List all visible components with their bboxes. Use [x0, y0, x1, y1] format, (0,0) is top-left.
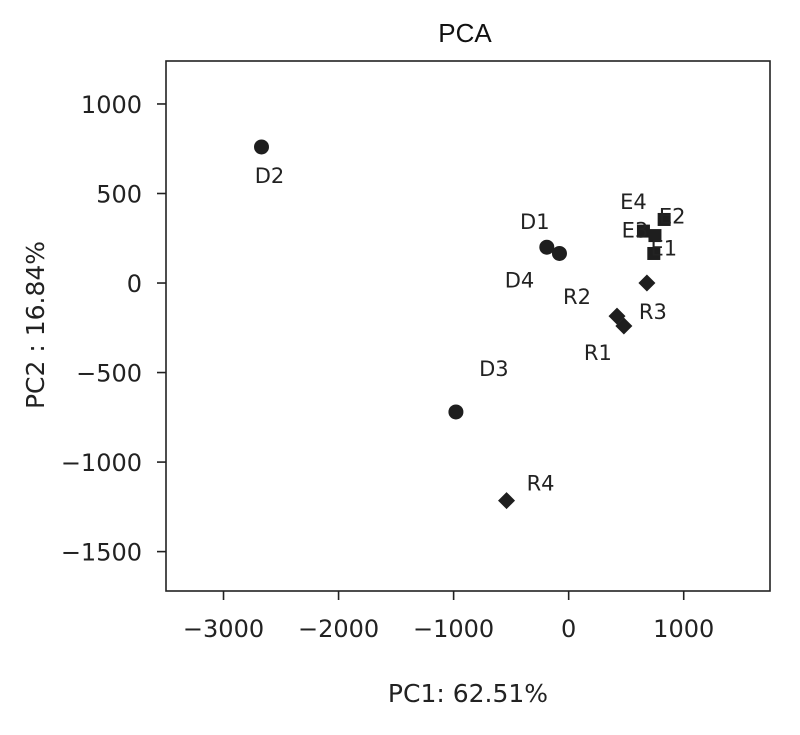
x-axis: −3000 −2000 −1000 0 1000	[183, 591, 714, 643]
label-e4: E4	[620, 190, 647, 214]
label-d4: D4	[505, 268, 535, 292]
point-e1	[647, 246, 661, 260]
y-axis-label: PC2 : 16.84%	[21, 241, 50, 409]
point-d4	[551, 245, 567, 261]
y-tick-label: −1000	[61, 449, 142, 477]
x-tick-label: 0	[561, 615, 576, 643]
point-e2	[657, 212, 671, 226]
label-r3: R3	[639, 300, 667, 324]
y-tick-label: 0	[127, 270, 142, 298]
point-e4	[636, 224, 650, 238]
label-r1: R1	[584, 341, 612, 365]
label-d3: D3	[479, 357, 509, 381]
y-tick-label: 500	[96, 181, 142, 209]
point-e3	[648, 229, 662, 243]
x-tick-label: −3000	[183, 615, 264, 643]
x-axis-label: PC1: 62.51%	[388, 679, 548, 708]
label-d2: D2	[255, 164, 285, 188]
point-d3	[448, 404, 464, 420]
chart-title: PCA	[438, 18, 492, 48]
label-d1: D1	[520, 210, 550, 234]
point-d1	[539, 239, 555, 255]
y-axis: 1000 500 0 −500 −1000 −1500	[61, 91, 166, 567]
label-r2: R2	[563, 285, 591, 309]
x-tick-label: −1000	[413, 615, 494, 643]
y-tick-label: −500	[76, 360, 142, 388]
x-tick-label: −2000	[298, 615, 379, 643]
y-tick-label: −1500	[61, 539, 142, 567]
data-points	[253, 139, 671, 510]
label-e3: E3	[622, 219, 649, 243]
point-r3	[638, 274, 656, 292]
point-r2	[608, 307, 626, 325]
point-d2	[253, 139, 269, 155]
point-labels: D1 D2 D3 D4 E1 E2 E3 E4 R1 R2 R3 R4	[255, 164, 686, 496]
y-tick-label: 1000	[81, 91, 142, 119]
label-e1: E1	[650, 236, 677, 260]
plot-frame	[165, 60, 771, 592]
x-tick-label: 1000	[653, 615, 714, 643]
point-r4	[498, 492, 516, 510]
label-r4: R4	[527, 472, 555, 496]
label-e2: E2	[659, 204, 686, 228]
